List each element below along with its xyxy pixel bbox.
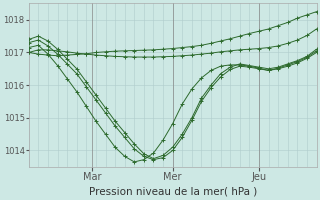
- X-axis label: Pression niveau de la mer( hPa ): Pression niveau de la mer( hPa ): [89, 187, 257, 197]
